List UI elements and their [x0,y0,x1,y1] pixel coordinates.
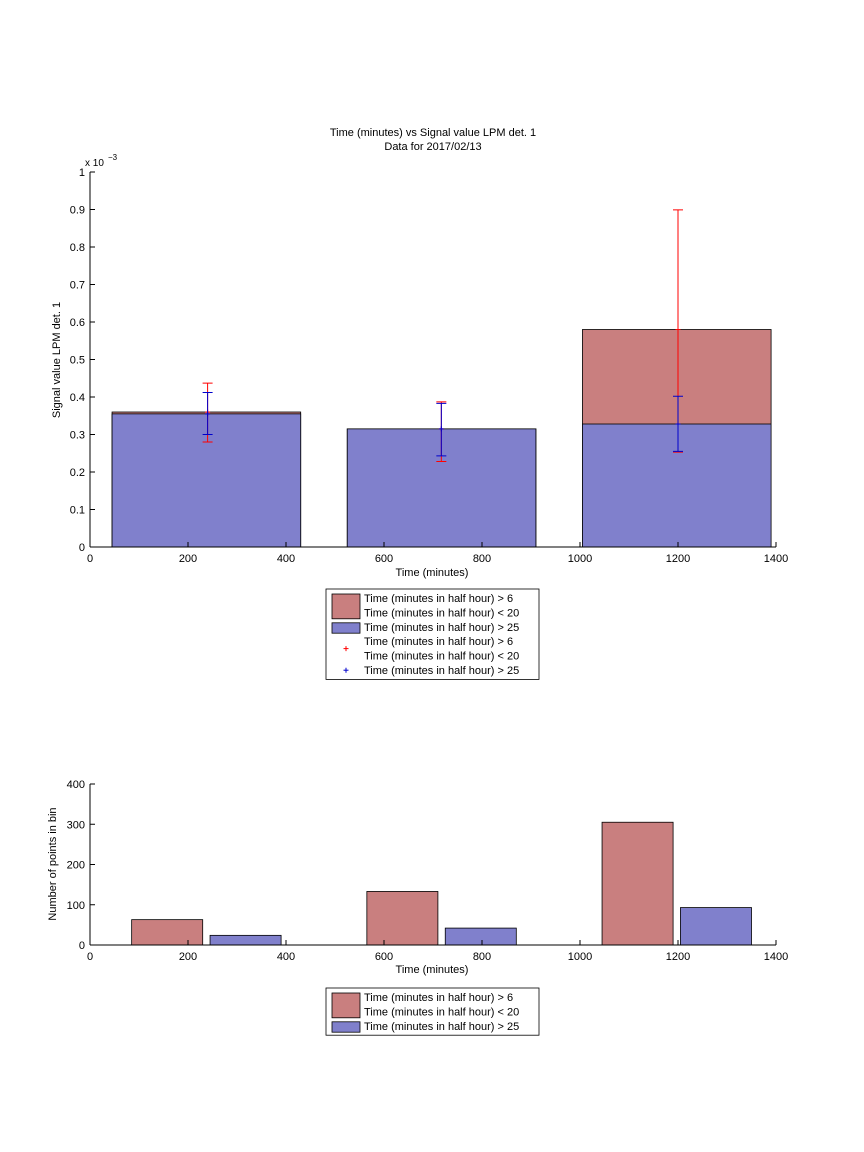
chart2-y-tick-label-0: 0 [79,940,85,952]
chart1-x-tick-label-0: 0 [87,553,93,565]
chart1-plot-area: 0 200 400 600 800 1000 1200 1400 0 0.1 0.2 0.3 0.4 0.… [70,167,789,565]
chart1-legend-label-1-0: Time (minutes in half hour) > 25 [364,622,519,634]
chart2-x-tick-label-3: 600 [375,951,393,963]
bar-0-series-1 [111,413,302,548]
chart1-y-tick-label-7: 0.7 [70,280,85,292]
chart2-y-tick-label-3: 300 [67,819,85,831]
chart1-y-tick-label-5: 0.5 [70,355,85,367]
chart2-y-tick-label-1: 100 [67,900,85,912]
chart1-x-tick-label-5: 1000 [568,553,592,565]
chart1-legend-label-2-1: Time (minutes in half hour) < 20 [364,651,519,663]
chart1-x-tick-label-2: 400 [277,553,295,565]
count-bar-0 [131,919,204,946]
chart2-legend-label-0-1: Time (minutes in half hour) < 20 [364,1006,519,1018]
chart1-x-tick-label-1: 200 [179,553,197,565]
bar-2-series-1 [582,423,772,548]
count-bar-3 [444,927,517,946]
chart1-y-tick-label-6: 0.6 [70,317,85,329]
chart1-legend-label-2-0: Time (minutes in half hour) > 6 [364,636,513,648]
chart1-y-scale-label: x 10 [85,158,104,169]
count-bar-5 [680,907,752,946]
chart1-legend-box [325,588,540,680]
chart1-x-tick-label-6: 1200 [666,553,690,565]
chart2-legend-label-0-0: Time (minutes in half hour) > 6 [364,992,513,1004]
chart2-xlabel: Time (minutes) [396,964,469,976]
chart2-x-tick-label-6: 1200 [666,951,690,963]
chart1-legend: Time (minutes in half hour) > 6 Time (min… [325,588,540,680]
chart2-legend-patch-1 [331,1021,361,1033]
chart1-y-tick-label-4: 0.4 [70,392,85,404]
chart2-legend-patch-0 [331,992,361,1019]
chart1-legend-patch-0 [331,593,361,620]
count-bar-4 [601,821,674,946]
chart2-y-tick-label-2: 200 [67,860,85,872]
chart1-legend-label-0-1: Time (minutes in half hour) < 20 [364,607,519,619]
chart1-y-tick-label-1: 0.1 [70,505,85,517]
chart1-xlabel: Time (minutes) [396,567,469,579]
chart2-plot-area: 0 200 400 600 800 1000 1200 1400 0 100 200 300 400 [67,779,789,963]
chart2-legend-box [325,987,540,1036]
chart1-y-tick-label-8: 0.8 [70,242,85,254]
chart2-x-tick-label-0: 0 [87,951,93,963]
chart1-x-tick-label-7: 1400 [764,553,788,565]
count-bar-2 [366,891,439,946]
chart2-x-tick-label-5: 1000 [568,951,592,963]
chart1-y-tick-label-3: 0.3 [70,430,85,442]
count-bar-1 [209,934,282,946]
chart1-y-tick-label-0: 0 [79,542,85,554]
chart1-subtitle: Data for 2017/02/13 [384,141,481,153]
chart2-x-tick-label-7: 1400 [764,951,788,963]
chart1-legend-patch-1 [331,622,361,634]
chart2-x-tick-label-1: 200 [179,951,197,963]
chart1-y-scale-exponent: −3 [108,153,118,162]
chart2-legend-label-1-0: Time (minutes in half hour) > 25 [364,1021,519,1033]
chart1-y-tick-label-9: 0.9 [70,205,85,217]
chart2-x-tick-label-2: 400 [277,951,295,963]
chart2-legend: Time (minutes in half hour) > 6 Time (min… [325,987,540,1036]
chart1-title: Time (minutes) vs Signal value LPM det. … [330,127,536,139]
chart1-y-tick-label-2: 0.2 [70,467,85,479]
chart1-y-tick-label-10: 1 [79,167,85,179]
chart1-x-tick-label-4: 800 [473,553,491,565]
chart1-legend-label-0-0: Time (minutes in half hour) > 6 [364,593,513,605]
chart2-y-tick-label-4: 400 [67,779,85,791]
chart2-ylabel: Number of points in bin [47,807,59,920]
chart1-x-tick-label-3: 600 [375,553,393,565]
chart1-legend-label-3-0: Time (minutes in half hour) > 25 [364,665,519,677]
chart2-x-tick-label-4: 800 [473,951,491,963]
chart1-ylabel: Signal value LPM det. 1 [51,302,63,418]
